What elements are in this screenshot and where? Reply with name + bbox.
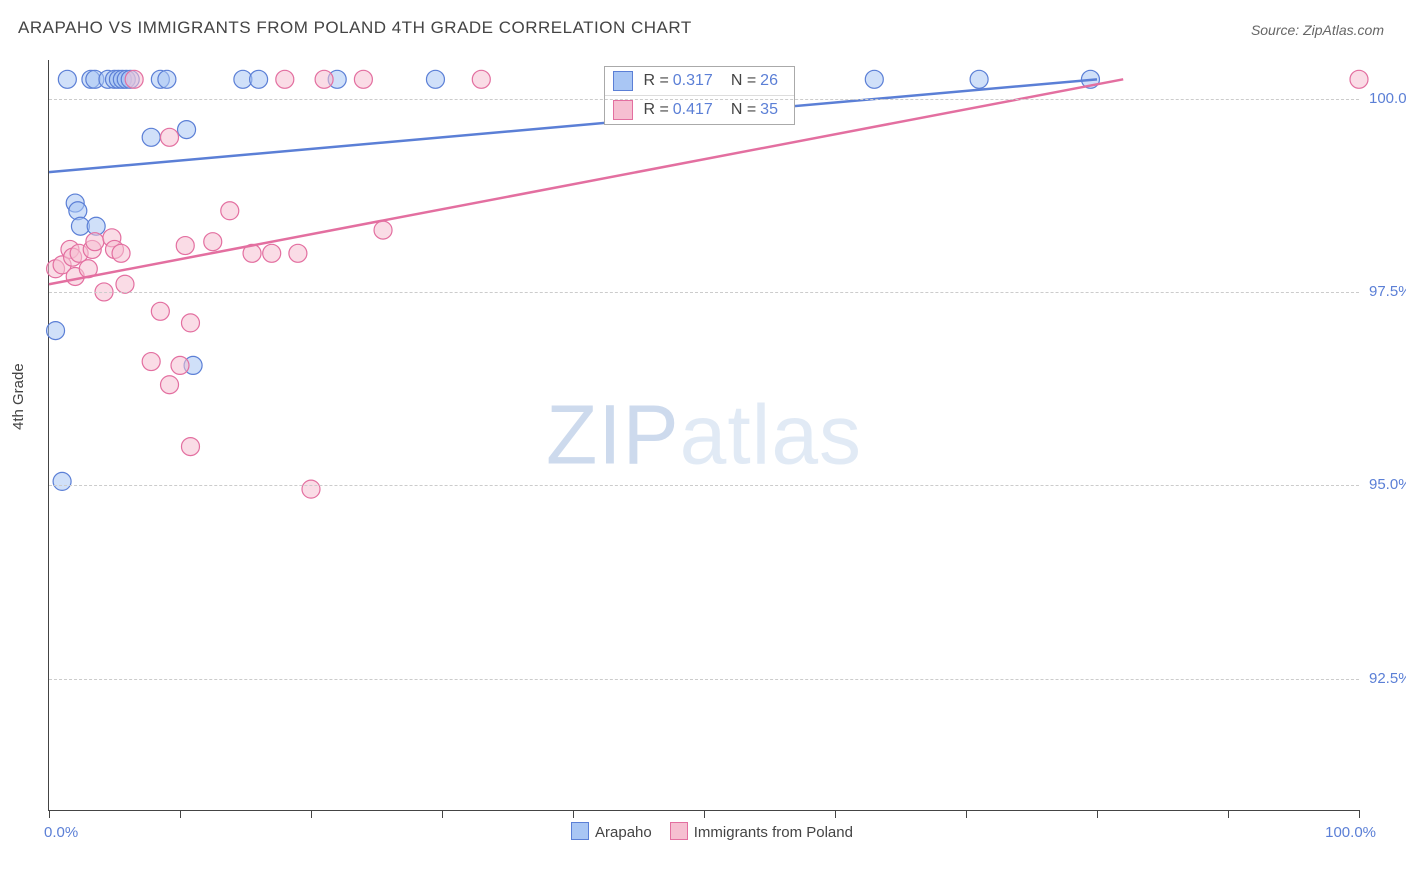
- stats-legend-box: R = 0.317 N = 26 R = 0.417 N = 35: [604, 66, 795, 125]
- data-point: [161, 376, 179, 394]
- data-point: [58, 70, 76, 88]
- series-swatch: [613, 100, 633, 120]
- x-tick: [573, 810, 574, 818]
- chart-title: ARAPAHO VS IMMIGRANTS FROM POLAND 4TH GR…: [18, 18, 692, 38]
- plot-area: ZIPatlas R = 0.317N = 26R = 0.417N = 35 …: [48, 60, 1359, 811]
- data-point: [315, 70, 333, 88]
- source-label: Source: ZipAtlas.com: [1251, 22, 1384, 38]
- n-value: 26: [760, 72, 778, 90]
- x-tick: [704, 810, 705, 818]
- data-point: [221, 202, 239, 220]
- data-point: [250, 70, 268, 88]
- data-point: [151, 302, 169, 320]
- legend-swatch: [670, 822, 688, 840]
- data-point: [865, 70, 883, 88]
- data-point: [204, 233, 222, 251]
- data-point: [472, 70, 490, 88]
- data-point: [142, 128, 160, 146]
- y-tick-label: 100.0%: [1369, 90, 1406, 107]
- data-point: [289, 244, 307, 262]
- grid-line: [49, 485, 1359, 486]
- y-axis-title: 4th Grade: [10, 363, 27, 430]
- r-label: R =: [643, 72, 668, 90]
- grid-line: [49, 679, 1359, 680]
- y-tick-label: 95.0%: [1369, 476, 1406, 493]
- data-point: [178, 121, 196, 139]
- data-point: [142, 353, 160, 371]
- x-tick: [1228, 810, 1229, 818]
- x-tick: [442, 810, 443, 818]
- data-point: [181, 314, 199, 332]
- data-point: [426, 70, 444, 88]
- data-point: [354, 70, 372, 88]
- data-point: [158, 70, 176, 88]
- scatter-svg: [49, 60, 1359, 810]
- data-point: [263, 244, 281, 262]
- x-tick: [1097, 810, 1098, 818]
- data-point: [171, 356, 189, 374]
- r-label: R =: [643, 101, 668, 119]
- data-point: [1350, 70, 1368, 88]
- x-tick: [180, 810, 181, 818]
- legend-swatch: [571, 822, 589, 840]
- legend-bottom: Arapaho Immigrants from Poland: [0, 822, 1406, 841]
- grid-line: [49, 292, 1359, 293]
- data-point: [161, 128, 179, 146]
- data-point: [125, 70, 143, 88]
- r-value: 0.317: [673, 72, 713, 90]
- data-point: [176, 237, 194, 255]
- n-label: N =: [731, 72, 756, 90]
- x-tick: [1359, 810, 1360, 818]
- r-value: 0.417: [673, 101, 713, 119]
- data-point: [112, 244, 130, 262]
- trend-line: [49, 79, 1097, 172]
- x-tick: [966, 810, 967, 818]
- stats-row: R = 0.317 N = 26: [605, 67, 794, 95]
- data-point: [86, 233, 104, 251]
- x-tick: [49, 810, 50, 818]
- n-label: N =: [731, 101, 756, 119]
- x-tick: [835, 810, 836, 818]
- data-point: [276, 70, 294, 88]
- data-point: [53, 472, 71, 490]
- legend-label: Arapaho: [595, 824, 652, 841]
- data-point: [116, 275, 134, 293]
- grid-line: [49, 99, 1359, 100]
- data-point: [302, 480, 320, 498]
- data-point: [181, 438, 199, 456]
- legend-label: Immigrants from Poland: [694, 824, 853, 841]
- data-point: [970, 70, 988, 88]
- data-point: [47, 322, 65, 340]
- x-tick: [311, 810, 312, 818]
- y-tick-label: 92.5%: [1369, 670, 1406, 687]
- data-point: [374, 221, 392, 239]
- series-swatch: [613, 71, 633, 91]
- n-value: 35: [760, 101, 778, 119]
- trend-line: [49, 79, 1123, 284]
- y-tick-label: 97.5%: [1369, 283, 1406, 300]
